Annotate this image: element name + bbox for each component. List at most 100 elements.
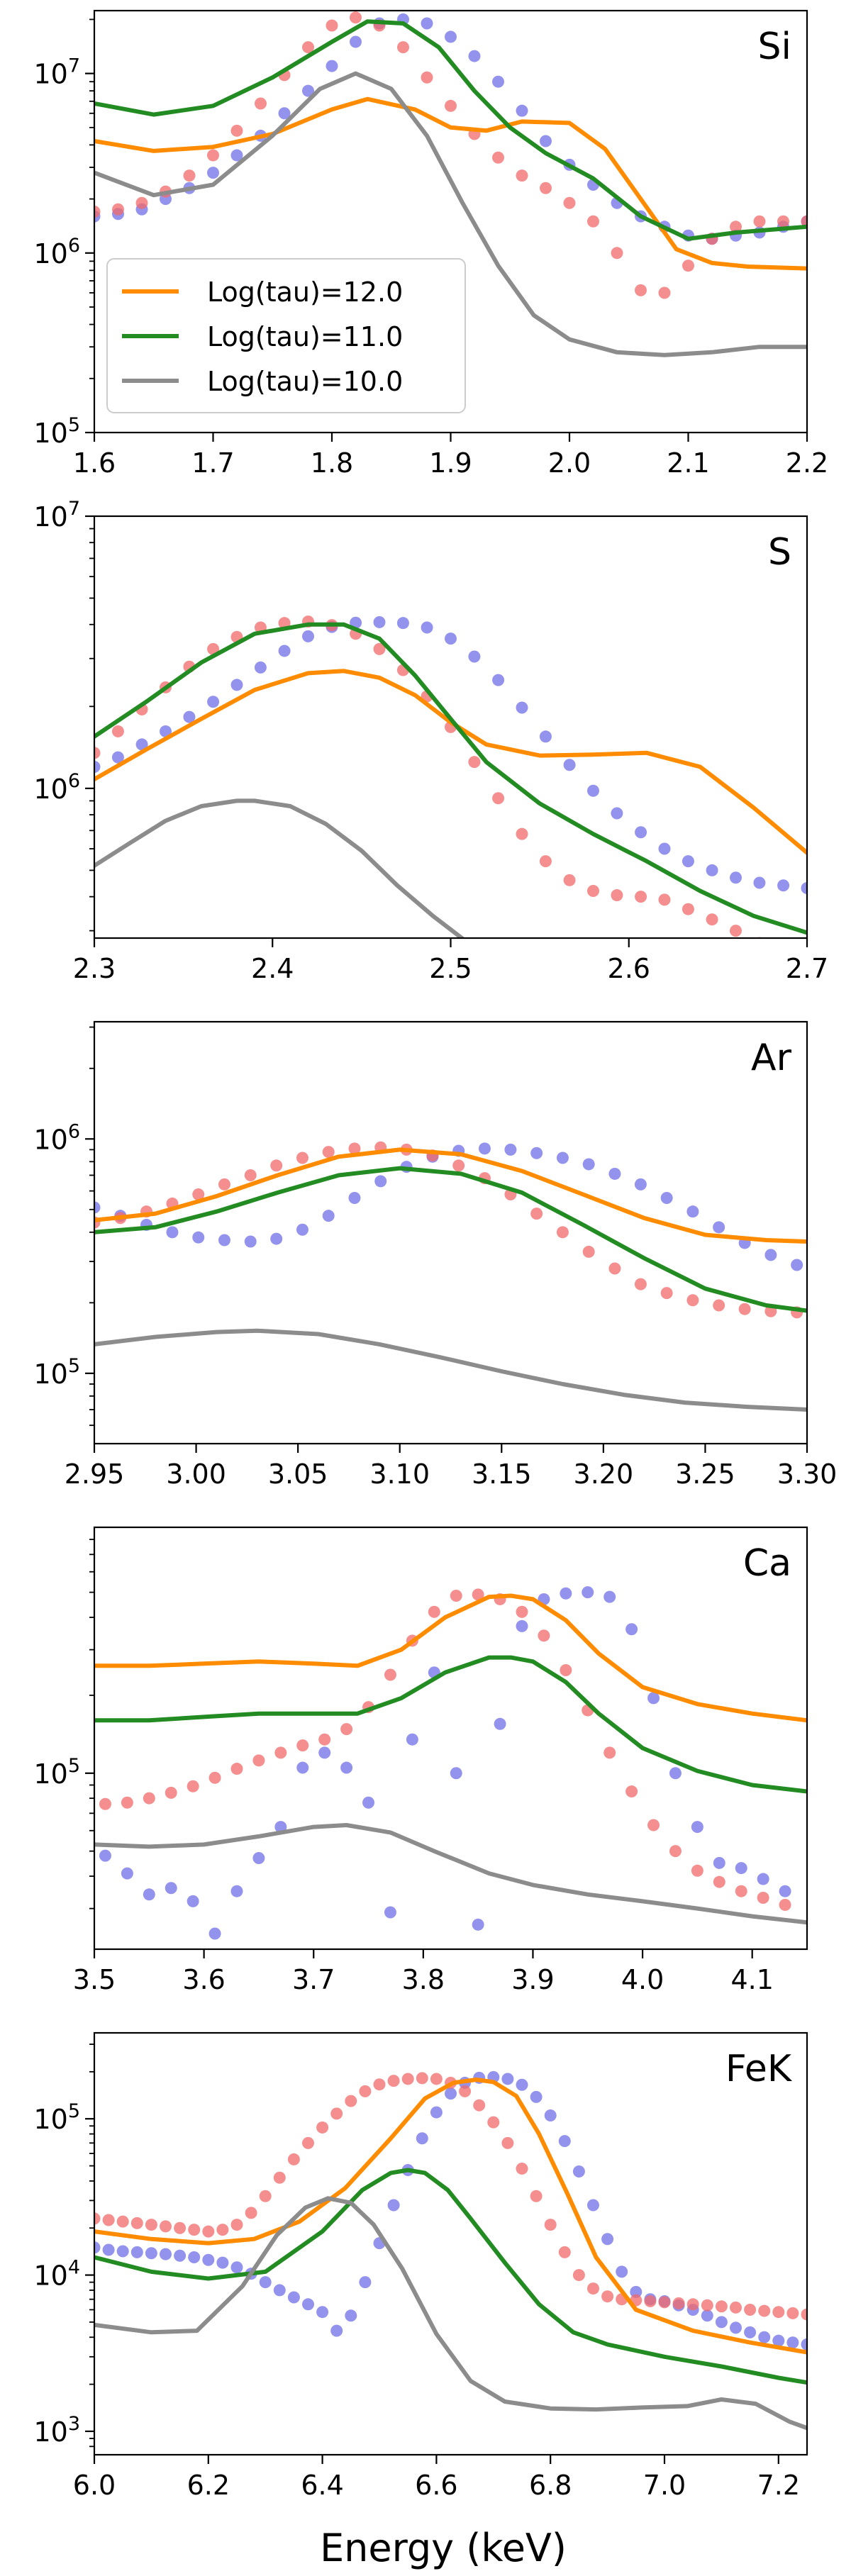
data-point xyxy=(587,2282,599,2295)
data-point xyxy=(111,751,124,764)
data-point xyxy=(216,2256,229,2269)
series-line-log-tau-12-0 xyxy=(94,2078,807,2355)
data-point xyxy=(682,903,694,915)
x-axis-label: Energy (keV) xyxy=(320,2526,567,2570)
data-point xyxy=(143,1792,155,1805)
data-point xyxy=(540,135,552,147)
data-point xyxy=(764,1249,777,1261)
data-point xyxy=(501,2073,514,2085)
data-point xyxy=(604,1590,616,1603)
data-point xyxy=(478,1142,491,1155)
x-tick-label: 3.30 xyxy=(777,1459,838,1490)
data-point xyxy=(183,710,196,723)
data-point xyxy=(430,2106,443,2119)
data-point xyxy=(430,2073,443,2085)
data-point xyxy=(166,1226,179,1239)
data-point xyxy=(516,169,528,182)
data-point xyxy=(735,1862,747,1875)
x-tick-label: 6.0 xyxy=(73,2470,116,2501)
plot-area xyxy=(94,1141,807,1412)
y-tick-label: 104 xyxy=(33,2257,80,2292)
data-point xyxy=(450,1589,462,1602)
data-point xyxy=(287,2153,300,2165)
data-point xyxy=(165,1882,177,1895)
data-point xyxy=(713,1299,725,1312)
data-point xyxy=(350,616,362,629)
data-point xyxy=(230,1885,243,1897)
data-point xyxy=(130,2217,143,2229)
series-red-points xyxy=(99,1588,791,1911)
data-point xyxy=(604,1746,616,1759)
data-point xyxy=(516,1605,528,1618)
x-tick-label: 3.10 xyxy=(369,1459,430,1490)
data-point xyxy=(350,11,362,24)
axes-frame xyxy=(93,1020,808,1445)
x-tick-label: 2.6 xyxy=(608,953,650,984)
data-point xyxy=(516,827,528,840)
data-point xyxy=(801,2338,807,2351)
data-point xyxy=(530,1208,543,1220)
data-point xyxy=(255,97,267,110)
legend-box xyxy=(106,258,466,413)
data-point xyxy=(450,1767,462,1780)
data-point xyxy=(544,2219,557,2231)
x-tick-label: 6.6 xyxy=(415,2470,457,2501)
data-point xyxy=(145,2247,157,2260)
plot-area xyxy=(94,2070,807,2431)
data-point xyxy=(218,1234,230,1247)
data-point xyxy=(230,124,243,137)
x-tick-label: 3.8 xyxy=(402,1964,445,1995)
data-point xyxy=(445,632,457,645)
data-point xyxy=(587,2199,599,2212)
data-point xyxy=(563,196,576,209)
data-point xyxy=(421,71,433,84)
data-point xyxy=(208,1771,221,1784)
data-point xyxy=(207,149,219,162)
data-point xyxy=(121,1796,133,1809)
panel-title: Si xyxy=(758,26,791,68)
data-point xyxy=(202,2253,215,2266)
data-point xyxy=(647,1692,660,1705)
series-line-log-tau-11-0 xyxy=(94,1655,807,1794)
data-point xyxy=(539,730,552,743)
x-tick-label: 2.3 xyxy=(73,953,116,984)
data-point xyxy=(730,2321,742,2334)
data-point xyxy=(160,2220,172,2233)
data-point xyxy=(658,842,671,855)
x-tick-label: 2.7 xyxy=(786,953,828,984)
axes-frame xyxy=(93,9,808,434)
data-point xyxy=(359,2276,372,2289)
data-point xyxy=(682,260,694,272)
data-point xyxy=(316,2306,329,2319)
data-point xyxy=(94,760,101,773)
x-tick-label: 1.8 xyxy=(311,447,353,479)
series-line-log-tau-11-0 xyxy=(94,19,807,241)
data-point xyxy=(99,1797,111,1810)
data-point xyxy=(735,1885,747,1897)
data-point xyxy=(230,2219,243,2231)
data-point xyxy=(757,1873,769,1885)
data-point xyxy=(416,2132,428,2145)
data-point xyxy=(345,2095,357,2107)
data-point xyxy=(757,1892,769,1905)
data-point xyxy=(340,1723,353,1736)
data-point xyxy=(406,1733,418,1746)
data-point xyxy=(274,1746,287,1759)
data-point xyxy=(252,1851,265,1864)
data-point xyxy=(492,674,505,686)
data-point xyxy=(121,1867,133,1880)
data-point xyxy=(362,1796,375,1809)
axes-frame xyxy=(93,2031,808,2456)
data-point xyxy=(396,617,409,630)
x-tick-label: 2.4 xyxy=(251,953,294,984)
data-point xyxy=(302,2298,314,2311)
data-point xyxy=(99,1849,111,1862)
data-point xyxy=(192,1231,205,1244)
data-point xyxy=(208,1927,221,1940)
data-point xyxy=(601,2233,614,2246)
data-point xyxy=(530,1147,543,1159)
data-point xyxy=(635,826,647,839)
data-point xyxy=(330,2107,343,2120)
x-tick-label: 3.6 xyxy=(182,1964,225,1995)
